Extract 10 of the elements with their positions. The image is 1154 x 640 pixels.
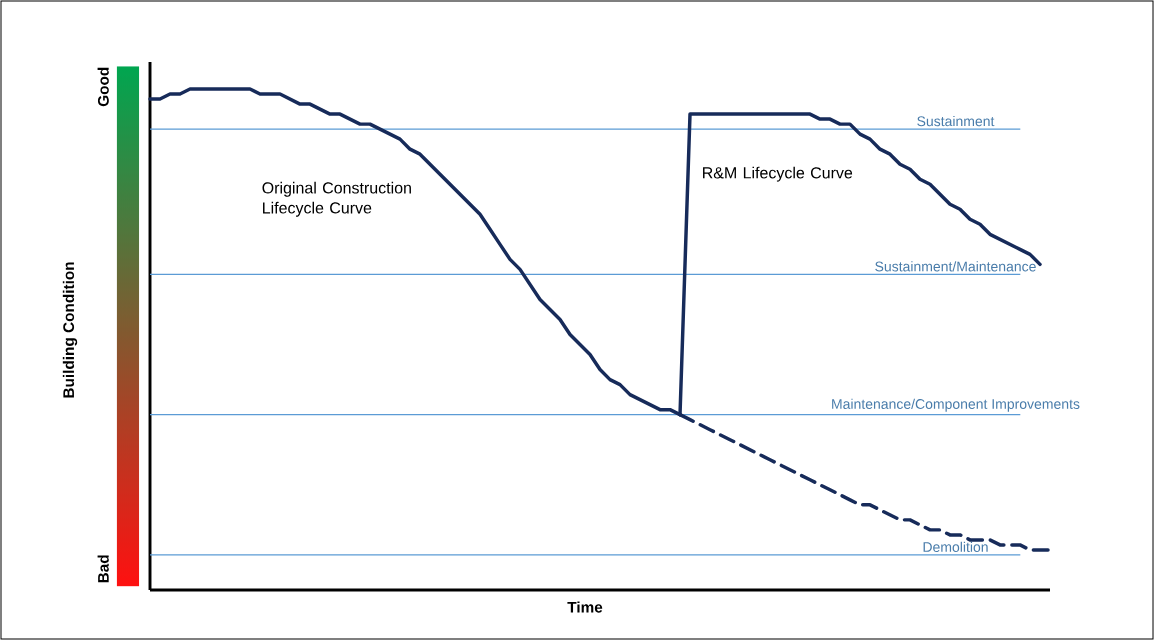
- ref-line-label: Maintenance/Component Improvements: [832, 398, 1080, 412]
- x-axis-title: Time: [567, 601, 603, 613]
- ref-line-label: Sustainment/Maintenance: [875, 261, 1036, 272]
- text: Bad: [97, 555, 109, 583]
- series-label: Original Construction Lifecycle Curve: [262, 181, 411, 217]
- y-axis-title: Building Condition: [62, 262, 78, 398]
- ref-line-label: Sustainment: [917, 115, 995, 127]
- ref-line-label: Demolition: [923, 541, 988, 553]
- series-label: R&M Lifecycle Curve: [703, 166, 853, 182]
- text: Good: [97, 67, 109, 107]
